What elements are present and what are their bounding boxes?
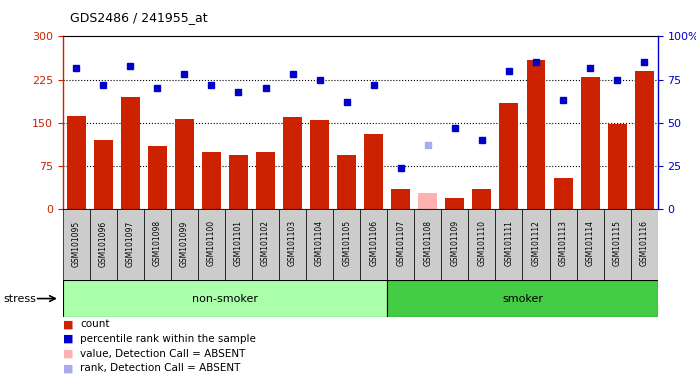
Text: GSM101116: GSM101116 (640, 220, 649, 266)
Bar (252, 209, 279, 280)
Bar (576, 209, 603, 280)
Bar (306, 209, 333, 280)
Text: GSM101112: GSM101112 (532, 220, 541, 266)
Text: GSM101095: GSM101095 (72, 220, 81, 266)
Bar (445, 198, 464, 209)
Bar (580, 77, 599, 209)
Bar (550, 209, 576, 280)
Bar (333, 209, 361, 280)
Text: GSM101105: GSM101105 (342, 220, 351, 266)
Text: GSM101097: GSM101097 (126, 220, 135, 266)
Text: GSM101114: GSM101114 (585, 220, 594, 266)
Bar (468, 209, 496, 280)
Bar (117, 209, 144, 280)
Text: value, Detection Call = ABSENT: value, Detection Call = ABSENT (80, 349, 246, 359)
Text: GSM101102: GSM101102 (261, 220, 270, 266)
Bar (148, 146, 167, 209)
Bar (202, 152, 221, 209)
Bar (225, 209, 252, 280)
Text: GSM101101: GSM101101 (234, 220, 243, 266)
Text: GSM101109: GSM101109 (450, 220, 459, 266)
Text: ■: ■ (63, 334, 73, 344)
Text: ■: ■ (63, 363, 73, 373)
Bar (144, 209, 171, 280)
Bar (283, 117, 302, 209)
Text: GSM101107: GSM101107 (396, 220, 405, 266)
Bar (414, 209, 441, 280)
Text: GSM101096: GSM101096 (99, 220, 108, 266)
Text: GDS2486 / 241955_at: GDS2486 / 241955_at (70, 12, 207, 25)
Text: ■: ■ (63, 319, 73, 329)
Bar (527, 60, 546, 209)
Text: GSM101100: GSM101100 (207, 220, 216, 266)
Bar (608, 124, 626, 209)
Bar (171, 209, 198, 280)
Bar (364, 134, 383, 209)
Text: rank, Detection Call = ABSENT: rank, Detection Call = ABSENT (80, 363, 240, 373)
Bar (603, 209, 631, 280)
Text: GSM101113: GSM101113 (559, 220, 567, 266)
Text: count: count (80, 319, 109, 329)
Text: GSM101099: GSM101099 (180, 220, 189, 266)
Text: smoker: smoker (502, 293, 543, 304)
Text: GSM101110: GSM101110 (477, 220, 487, 266)
Bar (63, 209, 90, 280)
Bar (229, 155, 248, 209)
Text: GSM101108: GSM101108 (423, 220, 432, 266)
Text: GSM101103: GSM101103 (288, 220, 297, 266)
Bar (441, 209, 468, 280)
Bar (418, 193, 437, 209)
Text: GSM101106: GSM101106 (369, 220, 378, 266)
Text: GSM101115: GSM101115 (612, 220, 622, 266)
Text: non-smoker: non-smoker (192, 293, 258, 304)
Bar (67, 116, 86, 209)
Text: ■: ■ (63, 349, 73, 359)
Bar (635, 71, 654, 209)
Text: GSM101111: GSM101111 (505, 220, 514, 266)
Bar (496, 209, 523, 280)
Bar (121, 97, 140, 209)
Bar (337, 155, 356, 209)
Bar (63, 280, 387, 317)
Bar (198, 209, 225, 280)
Bar (175, 119, 193, 209)
Text: GSM101104: GSM101104 (315, 220, 324, 266)
Bar (523, 209, 550, 280)
Bar (279, 209, 306, 280)
Bar (631, 209, 658, 280)
Bar (94, 140, 113, 209)
Text: GSM101098: GSM101098 (153, 220, 161, 266)
Bar (256, 152, 275, 209)
Bar (361, 209, 387, 280)
Bar (500, 103, 519, 209)
Text: percentile rank within the sample: percentile rank within the sample (80, 334, 256, 344)
Bar (391, 189, 410, 209)
Bar (553, 178, 573, 209)
Bar (387, 280, 658, 317)
Bar (310, 120, 329, 209)
Text: stress: stress (3, 293, 36, 304)
Bar (473, 189, 491, 209)
Bar (387, 209, 414, 280)
Bar (90, 209, 117, 280)
